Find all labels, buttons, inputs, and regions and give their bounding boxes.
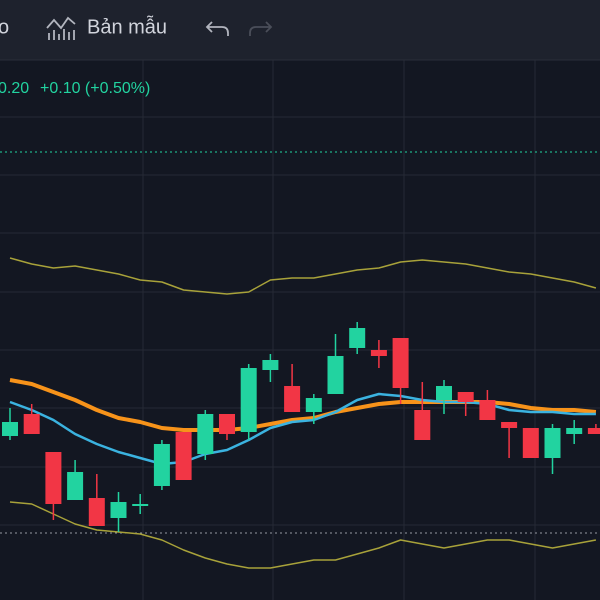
template-icon[interactable] <box>46 16 76 40</box>
undo-button[interactable] <box>205 21 229 36</box>
candle-body <box>132 504 149 506</box>
candle-body <box>370 350 387 356</box>
candle-body <box>240 368 257 432</box>
candle-body <box>414 410 431 440</box>
candle-body <box>153 444 170 486</box>
candle-body <box>457 392 474 402</box>
candle-body <box>175 432 192 480</box>
plot <box>2 257 600 569</box>
candle-body <box>284 386 301 412</box>
toolbar <box>0 0 600 60</box>
template-button[interactable]: Bản mẫu <box>87 15 167 38</box>
candle-body <box>349 328 366 348</box>
candle-body <box>23 414 40 434</box>
candle-body <box>436 386 452 400</box>
legend-change: +0.10 (+0.50%) <box>40 80 150 97</box>
indicator-line <box>9 257 597 295</box>
indicator-line <box>9 378 597 432</box>
candle-body <box>88 498 105 526</box>
legend-price: 0.20 <box>0 80 29 97</box>
candle-body <box>305 398 322 412</box>
candle-body <box>587 428 600 434</box>
candle-body <box>392 338 409 388</box>
indicator-line <box>9 501 597 569</box>
redo-button[interactable] <box>249 21 273 36</box>
candle-body <box>2 422 18 436</box>
candle-body <box>566 428 583 434</box>
toolbar-label[interactable]: o <box>0 16 9 38</box>
candle-body <box>110 502 127 518</box>
candle-body <box>262 360 279 370</box>
candle-body <box>45 452 62 504</box>
candle-body <box>219 414 235 434</box>
candle-body <box>501 422 518 428</box>
candle-body <box>67 472 84 500</box>
candle-body <box>479 400 496 420</box>
candle-body <box>327 356 344 394</box>
candle-body <box>544 428 561 458</box>
indicator-line <box>9 392 596 466</box>
candle-body <box>522 428 539 458</box>
candle-body <box>197 414 214 454</box>
